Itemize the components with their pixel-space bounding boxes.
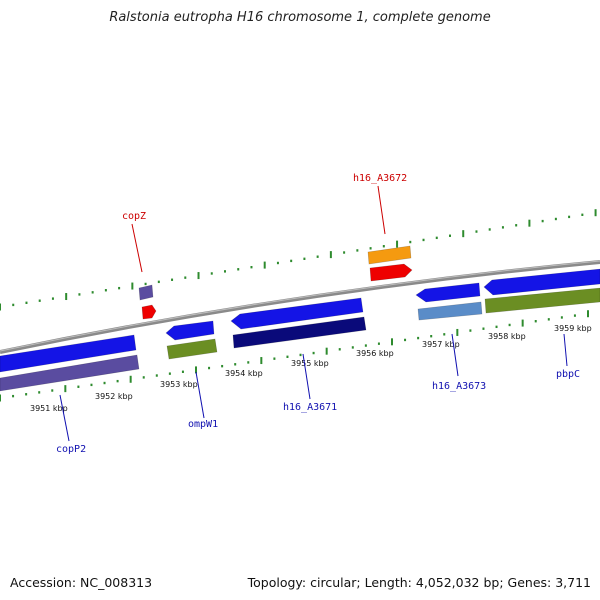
scale-label-3954: 3954 kbp: [225, 369, 263, 378]
h16_A3673-gene[interactable]: [415, 282, 481, 303]
ompW1-label[interactable]: ompW1: [188, 419, 218, 430]
scale-label-3958: 3958 kbp: [488, 332, 526, 341]
h16_A3672-gene[interactable]: [367, 245, 412, 265]
ompW1-leader-line: [195, 371, 205, 419]
h16_A3673-label[interactable]: h16_A3673: [432, 381, 486, 392]
scale-label-3955: 3955 kbp: [291, 359, 329, 368]
copP2-cds[interactable]: [0, 354, 140, 392]
pbpC-label[interactable]: pbpC: [556, 369, 580, 380]
h16_A3671-cds[interactable]: [232, 316, 367, 349]
h16_A3672-label[interactable]: h16_A3672: [353, 173, 407, 184]
accession-text: Accession: NC_008313: [10, 575, 153, 590]
pbpC-cds[interactable]: [484, 287, 600, 314]
h16_A3671-leader-line: [302, 353, 311, 400]
copP2-leader-line: [59, 394, 70, 442]
scale-label-3951: 3951 kbp: [30, 404, 68, 413]
copZ-leader-line: [131, 223, 143, 273]
copZ-label[interactable]: copZ: [122, 211, 146, 222]
scale-label-3952: 3952 kbp: [95, 392, 133, 401]
h16_A3671-label[interactable]: h16_A3671: [283, 402, 337, 413]
scale-label-3956: 3956 kbp: [356, 349, 394, 358]
copP2-gene[interactable]: [0, 334, 137, 373]
h16_A3673-cds[interactable]: [417, 301, 483, 321]
h16_A3671-gene[interactable]: [230, 297, 364, 330]
ompW1-cds[interactable]: [166, 338, 218, 360]
map-title: Ralstonia eutropha H16 chromosome 1, com…: [109, 10, 491, 25]
topology-text: Topology: circular; Length: 4,052,032 bp…: [247, 575, 591, 590]
upper-tick-row: [0, 209, 597, 311]
chromosome-backbone-highlight: [0, 260, 600, 352]
pbpC-leader-line: [563, 333, 568, 367]
copP2-label[interactable]: copP2: [56, 444, 86, 455]
scale-label-3957: 3957 kbp: [422, 340, 460, 349]
scale-label-3953: 3953 kbp: [160, 380, 198, 389]
copZ-gene[interactable]: [138, 284, 154, 301]
pbpC-gene[interactable]: [483, 268, 600, 296]
lower-tick-row: [0, 310, 589, 402]
h16_A3672-leader-line: [377, 185, 386, 235]
scale-label-3959: 3959 kbp: [554, 324, 592, 333]
h16_A3672-arrow[interactable]: [369, 263, 413, 282]
ompW1-gene[interactable]: [165, 320, 215, 341]
chromosome-backbone: [0, 260, 600, 354]
copZ-arrow[interactable]: [141, 304, 157, 320]
h16_A3673-leader-line: [451, 333, 459, 377]
